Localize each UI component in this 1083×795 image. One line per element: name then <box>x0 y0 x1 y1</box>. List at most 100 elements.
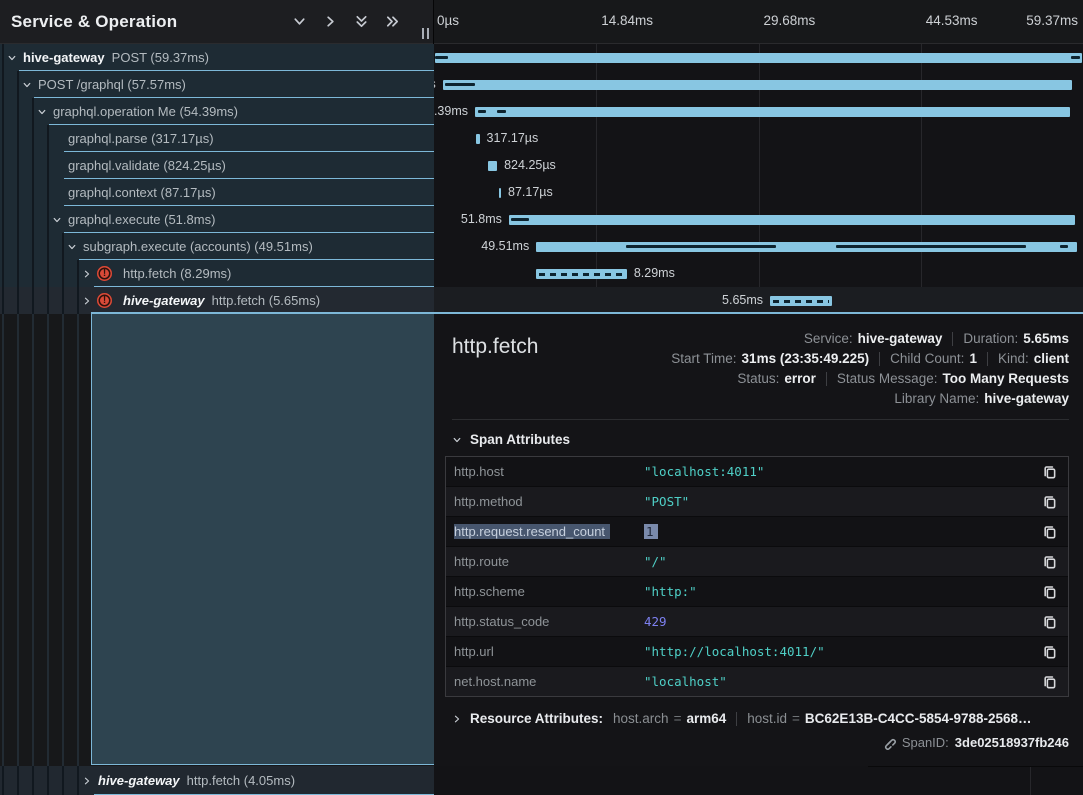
span-tree-row[interactable]: graphql.operation Me (54.39ms) <box>0 98 434 125</box>
span-tree-row[interactable]: graphql.execute (51.8ms) <box>0 206 434 233</box>
collapse-one-button[interactable] <box>290 13 308 31</box>
indent-guides <box>0 98 34 125</box>
copy-button[interactable] <box>1042 464 1058 480</box>
span-duration-label: 5.65ms <box>722 293 764 307</box>
span-duration-bar[interactable] <box>488 161 498 171</box>
timeline-span-row[interactable]: 8.29ms <box>434 260 1083 287</box>
attribute-value: "POST" <box>644 494 690 509</box>
timeline-span-row[interactable]: 5.65ms <box>434 287 1083 314</box>
expand-chevron-icon[interactable] <box>79 287 94 314</box>
collapse-chevron-icon[interactable] <box>34 98 49 125</box>
collapse-all-button[interactable] <box>352 13 370 31</box>
timeline-span-row[interactable]: 4.05ms <box>868 767 1083 795</box>
expand-chevron-icon[interactable] <box>79 260 94 287</box>
meta-label: Service: <box>803 331 853 346</box>
chevron-spacer <box>49 179 64 206</box>
span-duration-bar[interactable] <box>434 53 1083 63</box>
span-tree-row[interactable]: graphql.parse (317.17µs) <box>0 125 434 152</box>
span-duration-bar[interactable] <box>536 269 627 279</box>
span-id-label: SpanID: <box>901 735 949 750</box>
grid-line <box>758 0 760 314</box>
span-duration-bar[interactable] <box>770 296 832 306</box>
span-tree-row[interactable]: hive-gateway http.fetch (4.05ms) <box>0 766 434 795</box>
attribute-row: net.host.name "localhost" <box>446 666 1068 696</box>
span-tree-row[interactable]: ! http.fetch (8.29ms) <box>0 260 434 287</box>
span-attributes-heading[interactable]: Span Attributes <box>452 432 1083 447</box>
span-tree-row[interactable]: POST /graphql (57.57ms) <box>0 71 434 98</box>
indent-guides <box>0 125 49 152</box>
collapse-chevron-icon[interactable] <box>19 71 34 98</box>
copy-icon <box>1044 585 1056 598</box>
attribute-row: http.host "localhost:4011" <box>446 457 1068 486</box>
span-tree-row[interactable]: graphql.validate (824.25µs) <box>0 152 434 179</box>
span-service-name: hive-gateway <box>23 49 105 65</box>
span-tree-row[interactable]: ! hive-gateway http.fetch (5.65ms) <box>0 287 434 314</box>
timeline-span-row[interactable] <box>434 44 1083 71</box>
child-span-mark <box>435 56 449 59</box>
copy-button[interactable] <box>1042 674 1058 690</box>
indent-guides <box>0 179 49 206</box>
meta-label: Kind: <box>997 351 1029 366</box>
timeline-span-row[interactable]: 87.17µs <box>434 179 1083 206</box>
span-tree-row[interactable]: graphql.context (87.17µs) <box>0 179 434 206</box>
expand-chevron-icon[interactable] <box>79 766 94 795</box>
span-duration-bar[interactable] <box>536 242 1078 252</box>
copy-button[interactable] <box>1042 554 1058 570</box>
span-duration-bar[interactable] <box>442 80 1073 90</box>
selected-span-expansion-left <box>0 314 434 766</box>
timeline-span-row[interactable]: 51.8ms <box>434 206 1083 233</box>
span-service-name: hive-gateway <box>123 292 205 308</box>
chevron-spacer <box>49 152 64 179</box>
resource-attributes-row[interactable]: Resource Attributes: host.arch = arm64 host.… <box>452 711 1069 726</box>
expand-all-button[interactable] <box>383 13 401 31</box>
expand-one-button[interactable] <box>321 13 339 31</box>
span-duration-bar[interactable] <box>499 188 502 198</box>
attribute-key: net.host.name <box>454 674 537 689</box>
copy-button[interactable] <box>1042 614 1058 630</box>
span-duration-label: 57.57ms <box>434 77 436 91</box>
span-row-content: graphql.operation Me (54.39ms) <box>49 98 434 125</box>
panel-resize-grip[interactable] <box>422 28 429 39</box>
resource-attribute-key: host.id <box>747 711 788 726</box>
collapse-chevron-icon[interactable] <box>49 206 64 233</box>
equals-sign: = <box>792 711 800 726</box>
ruler-tick-label: 44.53ms <box>925 13 978 28</box>
copy-button[interactable] <box>1042 494 1058 510</box>
attribute-row: http.route "/" <box>446 546 1068 576</box>
span-operation-label: graphql.validate (824.25µs) <box>68 157 226 173</box>
span-row-content: graphql.parse (317.17µs) <box>64 125 434 152</box>
meta-label: Library Name: <box>894 391 980 406</box>
span-operation-label: graphql.execute (51.8ms) <box>68 211 216 227</box>
span-duration-bar[interactable] <box>474 107 1070 117</box>
timeline-span-row[interactable]: 317.17µs <box>434 125 1083 152</box>
meta-label: Start Time: <box>671 351 737 366</box>
selected-span-expansion <box>91 314 434 765</box>
link-icon[interactable] <box>882 736 896 750</box>
timeline-span-row[interactable]: 57.57ms <box>434 71 1083 98</box>
chevron-down-icon <box>453 437 461 442</box>
separator <box>879 351 881 366</box>
indent-guides <box>0 314 91 766</box>
resource-attribute-value: BC62E13B-C4CC-5854-9788-2568… <box>804 711 1032 726</box>
chevron-down-icon <box>8 55 15 60</box>
selected-text: http.request.resend_count <box>454 524 611 539</box>
copy-button[interactable] <box>1042 644 1058 660</box>
collapse-chevron-icon[interactable] <box>4 44 19 71</box>
span-tree-row[interactable]: subgraph.execute (accounts) (49.51ms) <box>0 233 434 260</box>
copy-button[interactable] <box>1042 524 1058 540</box>
child-span-mark <box>510 218 530 221</box>
timeline-span-row[interactable]: 54.39ms <box>434 98 1083 125</box>
collapse-chevron-icon[interactable] <box>64 233 79 260</box>
copy-icon <box>1044 495 1056 508</box>
span-tree-row[interactable]: hive-gateway POST (59.37ms) <box>0 44 434 71</box>
timeline-span-row[interactable]: 824.25µs <box>434 152 1083 179</box>
ruler-tick-label: 59.37ms <box>1026 13 1078 28</box>
span-duration-bar[interactable] <box>508 215 1076 225</box>
span-duration-bar[interactable] <box>476 134 480 144</box>
timeline-span-row[interactable]: 49.51ms <box>434 233 1083 260</box>
copy-button[interactable] <box>1042 584 1058 600</box>
indent-guides <box>0 44 4 71</box>
attribute-row: http.method "POST" <box>446 486 1068 516</box>
attribute-key: http.method <box>454 494 523 509</box>
detail-meta-line: Status: error Status Message: Too Many Requ… <box>737 371 1069 386</box>
